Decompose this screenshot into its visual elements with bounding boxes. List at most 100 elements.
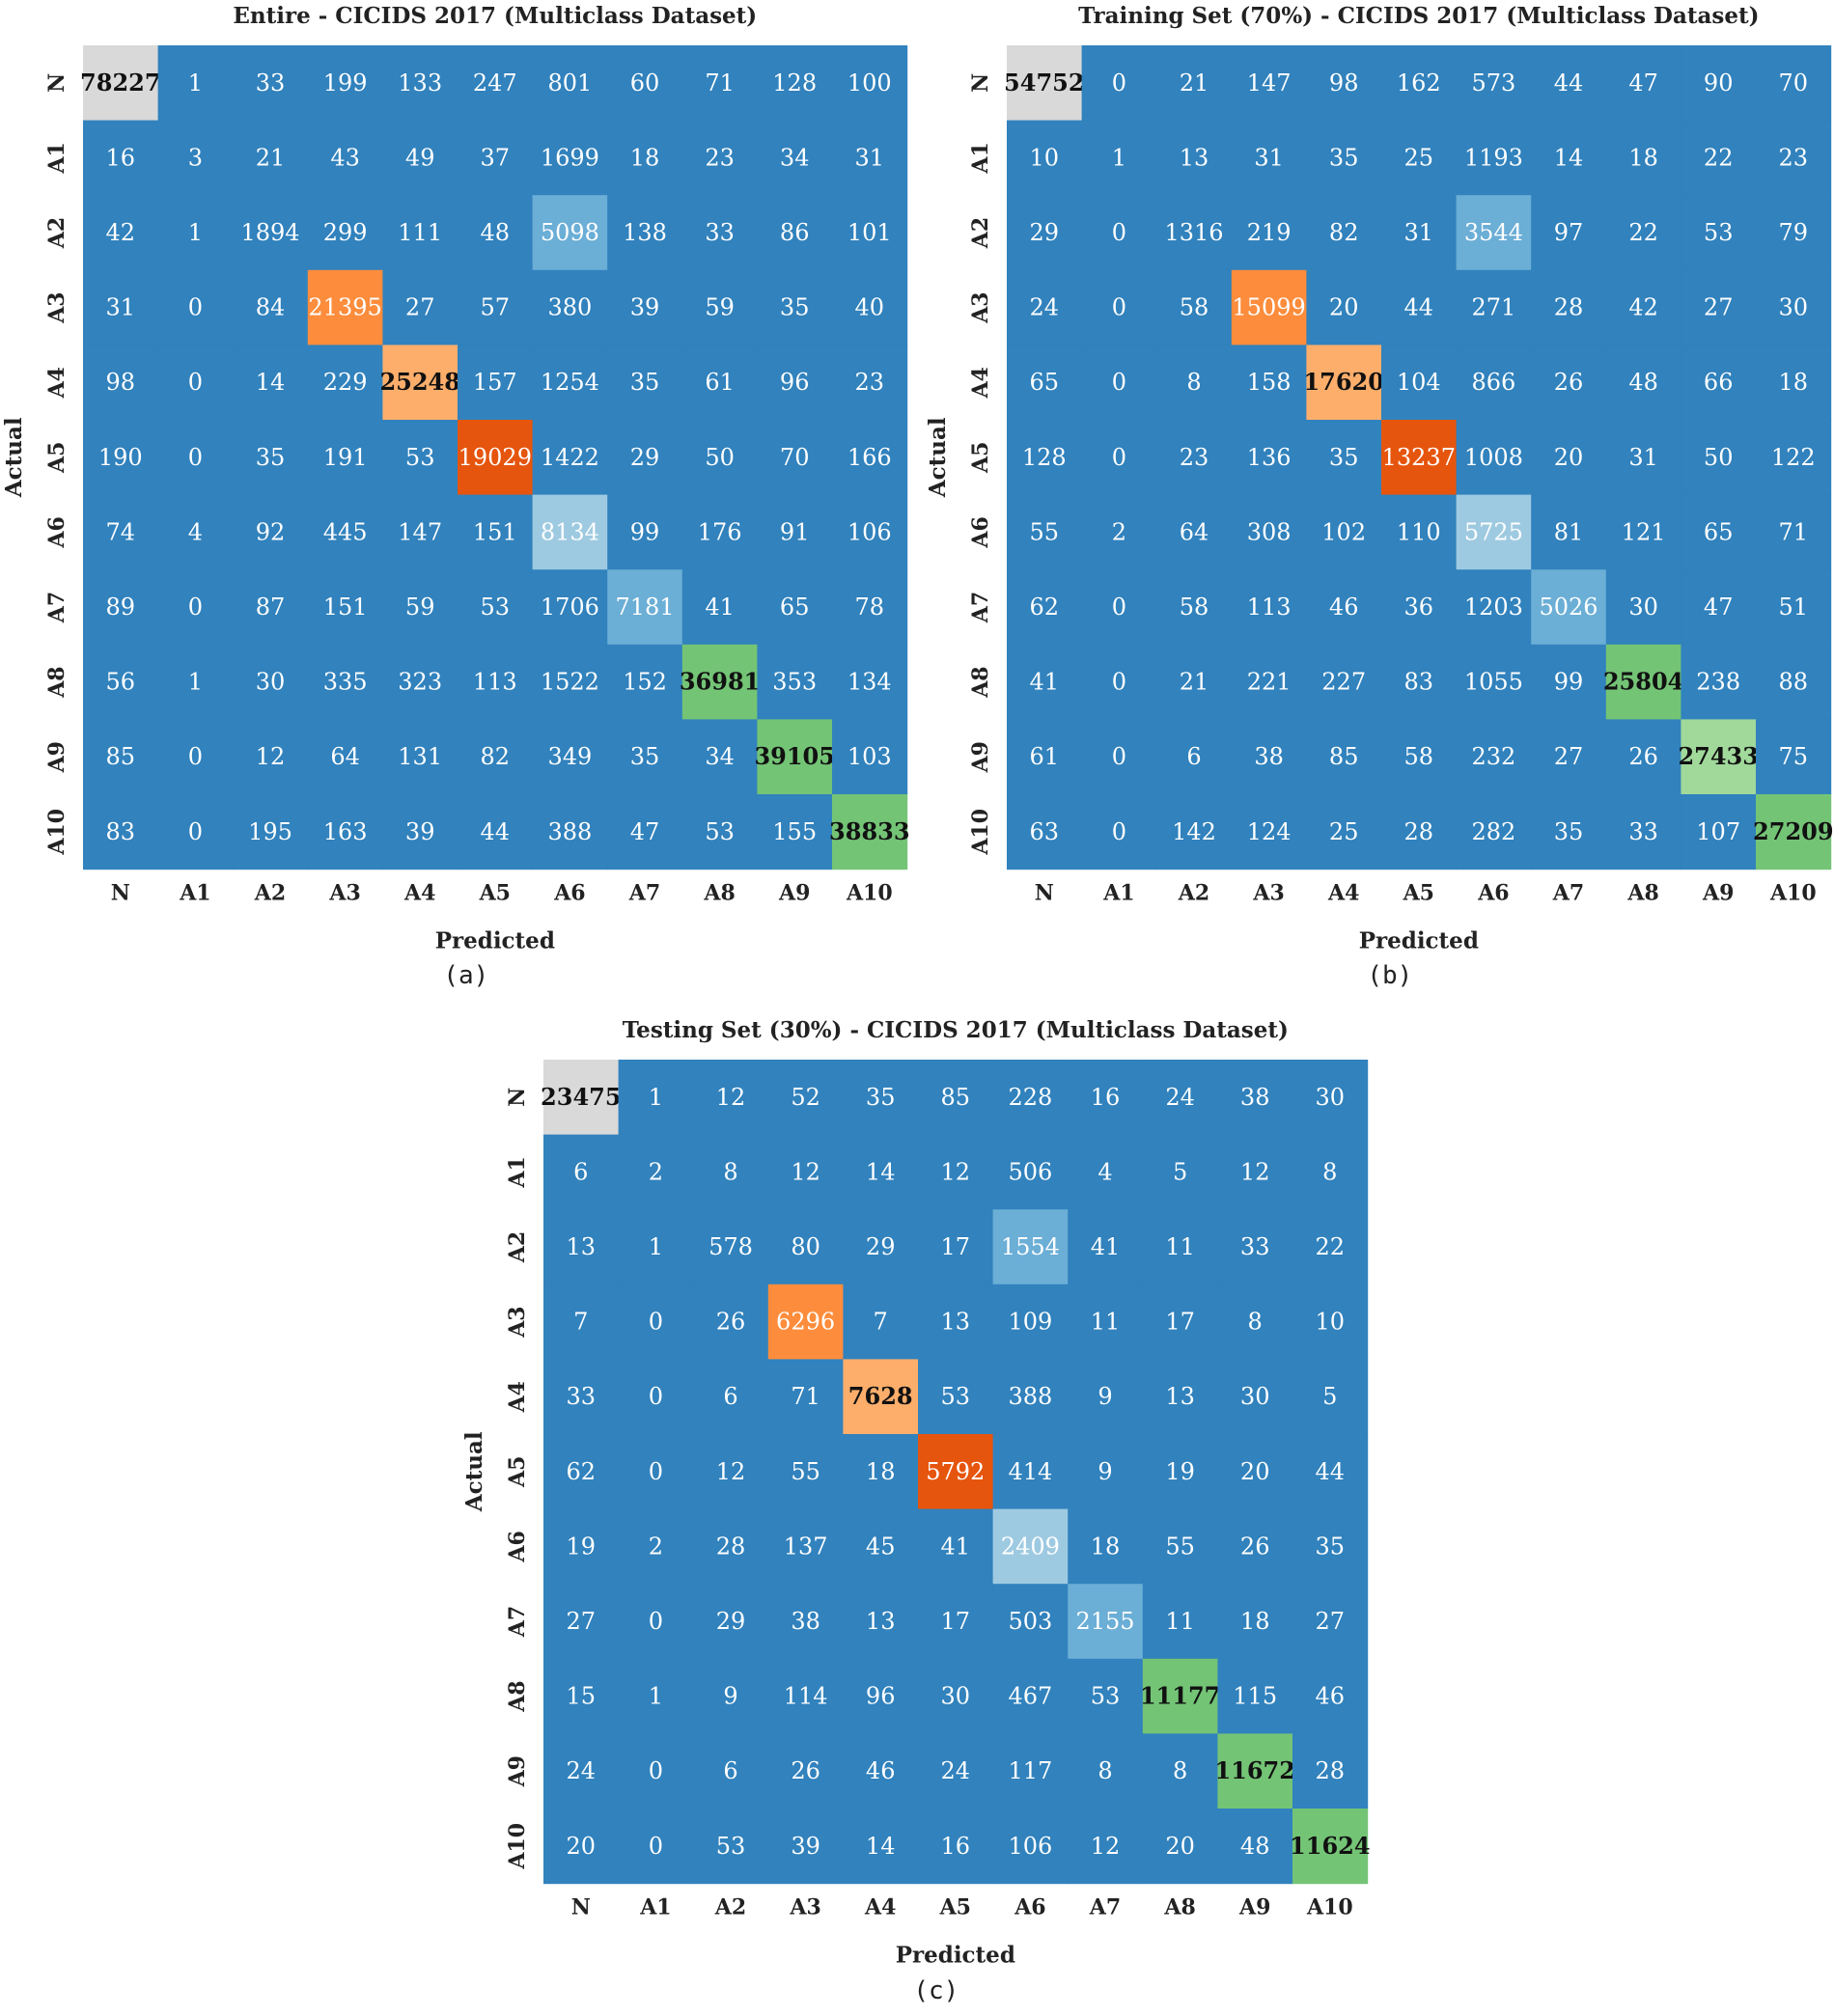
heatmap-cell <box>607 494 683 570</box>
heatmap-cell <box>918 1809 994 1885</box>
heatmap-cell <box>1007 345 1083 421</box>
heatmap-cell <box>843 1584 919 1660</box>
heatmap-cell <box>693 1809 769 1885</box>
cell-value-label: 53 <box>481 594 511 621</box>
x-tick-label: A8 <box>703 881 735 906</box>
heatmap-cell <box>233 420 309 496</box>
heatmap-cell <box>1217 1434 1293 1510</box>
cell-value-label: 176 <box>698 518 742 545</box>
cell-value-label: 191 <box>323 444 368 471</box>
cell-value-label: 1 <box>188 219 203 246</box>
cell-value-label: 42 <box>1628 294 1658 321</box>
y-tick-label: A4 <box>968 367 993 399</box>
cell-value-label: 2409 <box>1001 1533 1060 1560</box>
cell-value-label: 35 <box>1329 144 1359 171</box>
cell-value-label: 49 <box>405 144 435 171</box>
cell-value-label: 38833 <box>829 817 910 845</box>
heatmap-cell <box>83 420 159 496</box>
heatmap-cell <box>767 1060 844 1136</box>
cell-value-label: 232 <box>1471 743 1515 770</box>
cell-value-label: 107 <box>1696 818 1740 845</box>
heatmap-cell <box>618 1284 694 1360</box>
heatmap-cell <box>1231 345 1307 421</box>
cell-value-label: 31 <box>855 144 885 171</box>
cell-value-label: 335 <box>323 669 368 696</box>
cell-value-label: 17 <box>941 1233 971 1260</box>
cell-value-label: 1193 <box>1464 144 1523 171</box>
heatmap-cell <box>1068 1434 1144 1510</box>
y-tick-label: A7 <box>44 592 69 623</box>
heatmap-cell <box>1456 269 1532 345</box>
cell-value-label: 39 <box>630 294 660 321</box>
cell-value-label: 70 <box>780 444 810 471</box>
heatmap-cell <box>1081 269 1157 345</box>
cell-value-label: 5 <box>1322 1383 1337 1410</box>
cell-value-label: 106 <box>848 518 892 545</box>
cell-value-label: 47 <box>630 818 660 845</box>
heatmap-cell <box>992 1809 1069 1885</box>
y-tick-label: A6 <box>44 516 69 548</box>
cell-value-label: 19 <box>1165 1458 1195 1485</box>
heatmap-cell <box>458 45 534 122</box>
heatmap-cell <box>681 195 758 271</box>
cell-value-label: 59 <box>705 294 735 321</box>
cell-value-label: 238 <box>1696 669 1740 696</box>
cell-value-label: 0 <box>1112 219 1126 246</box>
cell-value-label: 53 <box>1704 219 1734 246</box>
x-tick-label: A2 <box>254 881 286 906</box>
cell-value-label: 50 <box>705 444 735 471</box>
cell-value-label: 98 <box>106 369 136 396</box>
heatmap-cell <box>1605 420 1681 496</box>
y-tick-label: A9 <box>505 1755 530 1787</box>
cell-value-label: 44 <box>481 818 511 845</box>
heatmap-cell <box>767 1584 844 1660</box>
cell-value-label: 0 <box>649 1608 663 1635</box>
cell-value-label: 58 <box>1180 594 1209 621</box>
x-tick-label: A10 <box>1306 1895 1353 1920</box>
heatmap-cell <box>757 269 833 345</box>
cell-value-label: 71 <box>1779 518 1809 545</box>
heatmap-cell <box>992 1359 1069 1435</box>
cell-value-label: 163 <box>323 818 368 845</box>
chart-title: Training Set (70%) - CICIDS 2017 (Multic… <box>1078 3 1759 29</box>
cell-value-label: 91 <box>780 518 810 545</box>
heatmap-cell <box>832 120 908 196</box>
heatmap-cell <box>83 45 159 122</box>
heatmap-cell <box>1156 120 1233 196</box>
cell-value-label: 14 <box>256 369 286 396</box>
heatmap-cell <box>1142 1060 1218 1136</box>
cell-value-label: 104 <box>1397 369 1441 396</box>
heatmap-cell <box>1142 1584 1218 1660</box>
y-tick-label: A10 <box>968 809 993 856</box>
cell-value-label: 71 <box>791 1383 820 1410</box>
heatmap-cell <box>992 1733 1069 1809</box>
heatmap-cell <box>1756 195 1832 271</box>
x-tick-label: A4 <box>1327 881 1359 906</box>
cell-value-label: 155 <box>772 818 817 845</box>
heatmap-cell <box>681 120 758 196</box>
cell-value-label: 18 <box>1240 1608 1270 1635</box>
heatmap-cell <box>1306 644 1382 720</box>
heatmap-cell <box>532 494 608 570</box>
panel-label: (a) <box>443 961 488 990</box>
cell-value-label: 57 <box>481 294 511 321</box>
cell-value-label: 37 <box>481 144 511 171</box>
cell-value-label: 81 <box>1554 518 1584 545</box>
cell-value-label: 20 <box>1165 1833 1195 1860</box>
cell-value-label: 78 <box>855 594 885 621</box>
heatmap-cell <box>1292 1060 1369 1136</box>
cell-value-label: 6296 <box>776 1309 835 1336</box>
heatmap-cell <box>307 494 383 570</box>
heatmap-cell <box>532 644 608 720</box>
cell-value-label: 41 <box>941 1533 971 1560</box>
heatmap-cell <box>767 1209 844 1285</box>
y-tick-label: A2 <box>44 217 69 249</box>
cell-value-label: 0 <box>1112 594 1126 621</box>
cell-value-label: 0 <box>1112 669 1126 696</box>
cell-value-label: 388 <box>547 818 592 845</box>
heatmap-cell <box>1081 195 1157 271</box>
heatmap-cell <box>1068 1284 1144 1360</box>
cell-value-label: 78227 <box>80 69 161 97</box>
cell-value-label: 2155 <box>1075 1608 1134 1635</box>
